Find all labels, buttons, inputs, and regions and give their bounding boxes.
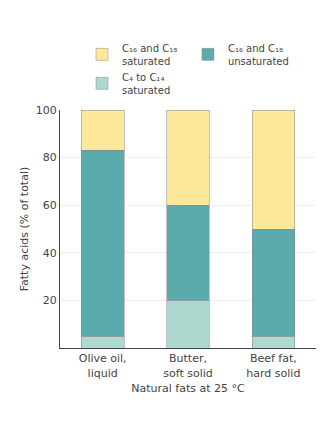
svg-text:60: 60	[43, 199, 57, 212]
svg-text:Natural fats at 25 °C: Natural fats at 25 °C	[131, 382, 245, 395]
svg-text:C₁₆ and C₁₈unsaturated: C₁₆ and C₁₈unsaturated	[228, 43, 289, 67]
svg-text:80: 80	[43, 151, 57, 164]
svg-text:C₄ to C₁₄saturated: C₄ to C₁₄saturated	[122, 72, 170, 96]
svg-text:Olive oil,liquid: Olive oil,liquid	[79, 352, 127, 379]
svg-text:C₁₆ and C₁₈saturated: C₁₆ and C₁₈saturated	[122, 43, 177, 67]
svg-text:Beef fat,hard solid: Beef fat,hard solid	[246, 352, 300, 379]
svg-text:40: 40	[43, 247, 57, 260]
svg-text:Fatty acids (% of total): Fatty acids (% of total)	[18, 167, 31, 292]
svg-text:20: 20	[43, 294, 57, 307]
svg-text:Butter,soft solid: Butter,soft solid	[163, 352, 213, 379]
svg-text:100: 100	[36, 104, 57, 117]
